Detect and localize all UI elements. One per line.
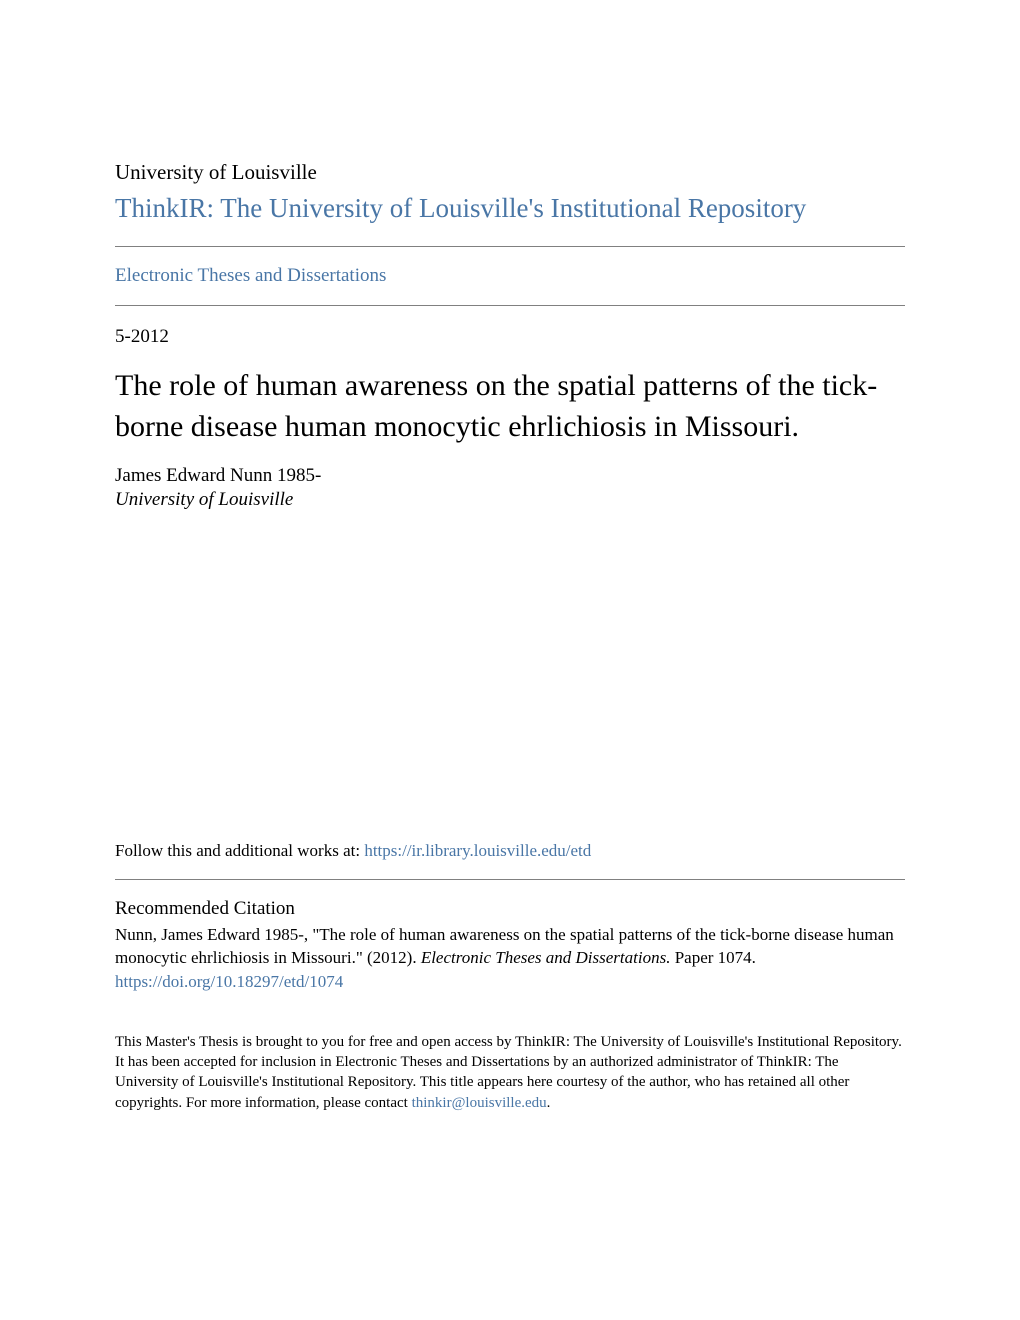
author-affiliation: University of Louisville: [115, 489, 905, 511]
repository-title-link[interactable]: ThinkIR: The University of Louisville's …: [115, 193, 905, 224]
divider: [115, 305, 905, 306]
access-statement: This Master's Thesis is brought to you f…: [115, 1032, 905, 1113]
spacer: [115, 511, 905, 841]
contact-email-link[interactable]: thinkir@louisville.edu: [412, 1095, 547, 1111]
citation-part2: Paper 1074.: [670, 948, 755, 967]
follow-works-line: Follow this and additional works at: htt…: [115, 841, 905, 861]
collection-link[interactable]: Electronic Theses and Dissertations: [115, 265, 905, 287]
divider: [115, 246, 905, 247]
university-name: University of Louisville: [115, 160, 905, 185]
citation-series: Electronic Theses and Dissertations.: [421, 948, 671, 967]
publication-date: 5-2012: [115, 326, 905, 348]
follow-prefix: Follow this and additional works at:: [115, 841, 364, 860]
author-name: James Edward Nunn 1985-: [115, 465, 905, 487]
citation-heading: Recommended Citation: [115, 898, 905, 920]
paper-title: The role of human awareness on the spati…: [115, 366, 905, 447]
doi-link[interactable]: https://doi.org/10.18297/etd/1074: [115, 972, 905, 992]
divider: [115, 879, 905, 880]
follow-url-link[interactable]: https://ir.library.louisville.edu/etd: [364, 841, 591, 860]
citation-text: Nunn, James Edward 1985-, "The role of h…: [115, 924, 905, 970]
footer-part2: .: [547, 1095, 551, 1111]
